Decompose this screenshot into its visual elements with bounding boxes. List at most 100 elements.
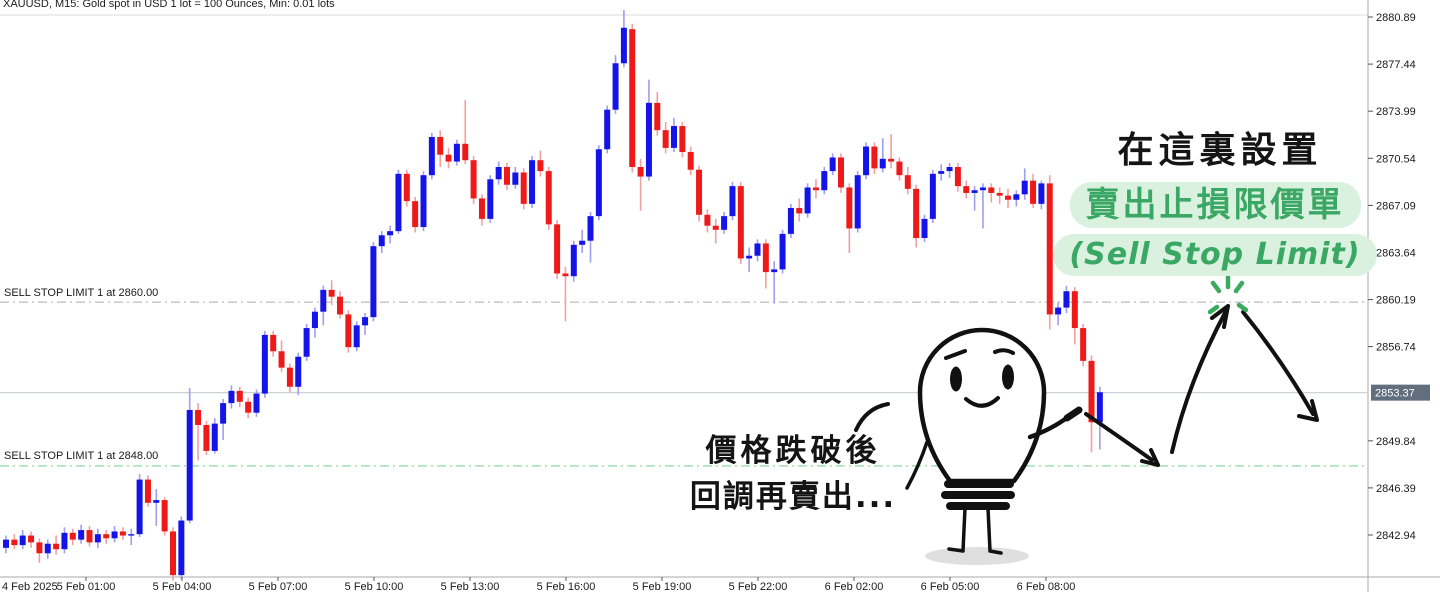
candle-body — [428, 136, 435, 176]
candle-body — [762, 243, 769, 273]
candle-body — [520, 172, 527, 204]
candle-body — [696, 169, 703, 215]
time-tick-label: 5 Feb 22:00 — [729, 581, 788, 592]
candle-body — [420, 175, 427, 228]
candle-body — [387, 231, 394, 236]
price-tick-label: 2867.09 — [1376, 200, 1416, 212]
arrow-down-to-breakout — [1084, 412, 1160, 467]
candle-body — [1021, 180, 1028, 195]
candle-body — [362, 317, 369, 326]
price-tick-label: 2863.64 — [1376, 247, 1416, 259]
candle-body — [954, 167, 961, 187]
pending-order-label-2860[interactable]: SELL STOP LIMIT 1 at 2860.00 — [4, 287, 159, 299]
candle-body — [1096, 392, 1103, 423]
candle-body — [412, 201, 419, 228]
pending-order-label-2848[interactable]: SELL STOP LIMIT 1 at 2848.00 — [4, 450, 159, 462]
candle-body — [53, 543, 60, 550]
candle-body — [821, 171, 828, 191]
candle-body — [261, 334, 268, 394]
candle-body — [512, 172, 519, 185]
candle-body — [61, 532, 68, 550]
price-tick-label: 2877.44 — [1376, 59, 1416, 71]
chart-title: XAUUSD, M15: Gold spot in USD 1 lot = 10… — [3, 0, 335, 10]
candle-body — [487, 179, 494, 219]
candle-body — [36, 542, 43, 554]
candle-body — [879, 158, 886, 169]
candle-body — [921, 218, 928, 238]
candle-body — [170, 531, 176, 576]
price-tick-label: 2870.54 — [1376, 153, 1416, 165]
time-tick-label: 6 Feb 05:00 — [921, 581, 980, 592]
candle-body — [1030, 180, 1037, 204]
candle-body — [812, 187, 819, 191]
candle-body — [453, 143, 460, 162]
candle-body — [729, 186, 736, 217]
candle-body — [94, 534, 101, 543]
candle-body — [311, 311, 318, 329]
candle-body — [495, 167, 502, 180]
mascot-hand-right — [1063, 406, 1083, 422]
price-tick-label: 2860.19 — [1376, 295, 1416, 307]
price-tick-label: 2849.84 — [1376, 436, 1416, 448]
candle-body — [587, 216, 594, 241]
candle-body — [28, 535, 35, 543]
candle-body — [236, 390, 243, 402]
candle-body — [946, 167, 953, 172]
annotation-note-line2: 回調再賣出... — [689, 479, 897, 515]
mascot-eye-left — [950, 366, 962, 392]
annotation-note-line1: 價格跌破後 — [705, 433, 881, 469]
candle-body — [787, 207, 794, 234]
time-tick-label: 5 Feb 07:00 — [249, 581, 308, 592]
lightbulb-mascot — [854, 327, 1083, 555]
candle-body — [353, 325, 360, 348]
price-tick-label: 2846.39 — [1376, 483, 1416, 495]
candle-body — [604, 109, 611, 150]
candle-body — [78, 530, 85, 540]
candle-body — [211, 423, 218, 451]
candle-body — [253, 393, 260, 413]
candle-body — [445, 154, 452, 162]
candle-body — [612, 63, 619, 110]
highlighted-text-en: (Sell Stop Limit) — [1053, 234, 1377, 276]
candle-body — [896, 161, 903, 176]
candle-body — [570, 244, 577, 277]
candle-body — [220, 403, 227, 424]
candle-body — [754, 243, 761, 256]
candle-body — [554, 224, 561, 274]
candle-body — [562, 273, 569, 277]
candle-body — [378, 235, 385, 247]
candle-body — [161, 500, 168, 532]
candle-body — [746, 255, 753, 259]
candle-body — [854, 175, 861, 229]
candle-body — [119, 531, 126, 536]
candle-body — [537, 160, 544, 172]
current-price-tag-label: 2853.37 — [1375, 388, 1415, 400]
candle-body — [846, 187, 853, 229]
candle-body — [295, 356, 302, 387]
candle-body — [838, 157, 844, 188]
candle-body — [11, 539, 18, 546]
candle-body — [1080, 328, 1087, 361]
candle-body — [270, 334, 277, 352]
candle-body — [629, 29, 636, 168]
candle-body — [988, 187, 995, 193]
candle-body — [195, 409, 202, 425]
candle-body — [245, 401, 252, 413]
candle-body — [737, 186, 744, 259]
candle-body — [178, 520, 185, 576]
candle-body — [144, 479, 151, 503]
candle-body — [370, 246, 377, 318]
candle-body — [771, 269, 778, 273]
arrow-up-to-pullback — [1170, 304, 1230, 454]
candle-body — [303, 328, 310, 357]
candle-body — [904, 175, 911, 189]
candle-body — [721, 216, 728, 230]
candle-body — [478, 198, 485, 219]
time-tick-label: 5 Feb 01:00 — [57, 581, 116, 592]
candle-body — [654, 102, 661, 131]
price-tick-label: 2873.99 — [1376, 106, 1416, 118]
candle-body — [186, 409, 193, 521]
time-tick-label: 5 Feb 19:00 — [633, 581, 692, 592]
